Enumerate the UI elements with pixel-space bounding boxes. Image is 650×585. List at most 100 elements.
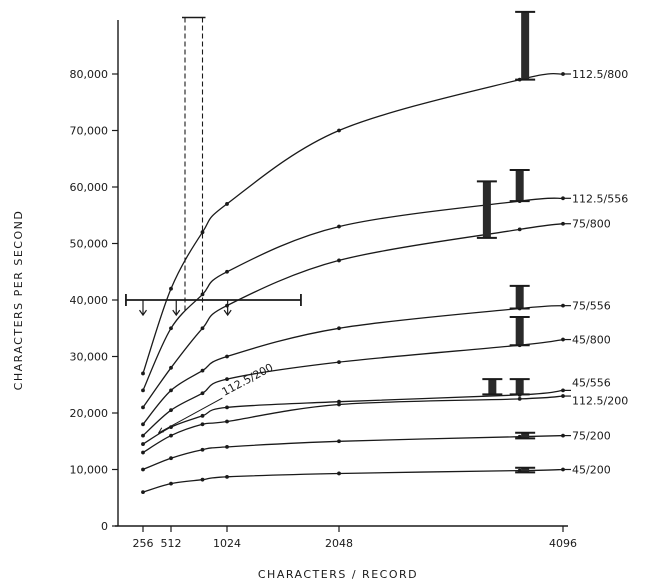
- series-label: 75/800: [572, 218, 611, 231]
- x-tick-label: 256: [133, 537, 154, 550]
- series-label: 75/556: [572, 300, 611, 313]
- data-point: [337, 224, 341, 229]
- series-line: [142, 389, 564, 445]
- y-tick-label: 60,000: [70, 181, 109, 194]
- error-bar-body: [482, 181, 491, 238]
- x-tick-label: 2048: [325, 537, 353, 550]
- x-axis-title: CHARACTERS / RECORD: [258, 568, 418, 581]
- data-point: [225, 445, 229, 449]
- data-point: [200, 230, 205, 235]
- y-tick-label: 40,000: [70, 294, 109, 307]
- series-label: 112.5/200: [572, 395, 628, 408]
- data-point: [141, 405, 145, 410]
- series-label: 112.5/800: [572, 68, 628, 81]
- data-point: [169, 286, 173, 291]
- data-point: [225, 202, 229, 206]
- error-bar-body: [521, 432, 530, 439]
- annotation-arrow: [158, 397, 223, 434]
- x-tick-label: 512: [161, 537, 182, 550]
- series-label: 75/200: [572, 430, 611, 443]
- data-point: [200, 391, 205, 396]
- data-point: [225, 419, 229, 424]
- data-point: [200, 477, 205, 482]
- error-bar-body: [515, 170, 524, 202]
- error-bar-body: [488, 379, 497, 395]
- error-bar: [476, 180, 497, 239]
- data-point: [169, 433, 173, 438]
- error-bar: [509, 378, 530, 396]
- data-point: [169, 388, 173, 393]
- x-tick-label: 1024: [213, 537, 241, 550]
- data-point: [169, 481, 173, 486]
- annotation-arrow-head: [157, 427, 164, 434]
- y-tick-label: 80,000: [70, 68, 109, 81]
- data-point: [141, 490, 145, 494]
- data-point: [517, 396, 522, 401]
- y-tick-label: 30,000: [70, 351, 109, 364]
- data-point: [225, 405, 229, 410]
- error-bar-body: [515, 316, 524, 346]
- data-point: [200, 368, 205, 373]
- data-point: [169, 408, 173, 413]
- data-point: [337, 439, 341, 444]
- data-point: [141, 422, 145, 427]
- data-point: [337, 360, 341, 365]
- data-point: [337, 128, 341, 133]
- data-point: [337, 399, 341, 404]
- series-line: [142, 223, 564, 408]
- data-point: [141, 467, 145, 472]
- data-point: [517, 227, 522, 232]
- x-tick-label: 4096: [549, 537, 577, 550]
- error-bar-body: [515, 379, 524, 395]
- data-point: [337, 326, 341, 331]
- data-point: [200, 422, 205, 427]
- series-line: [142, 395, 564, 454]
- down-arrow-head: [172, 309, 181, 317]
- series-label: 45/556: [572, 376, 611, 389]
- error-bar: [509, 315, 530, 347]
- plot-area: 0 10,000 20,000 30,000 40,000 50,000 60,000 70,…: [70, 10, 628, 550]
- error-bar: [509, 169, 530, 203]
- data-point: [225, 474, 229, 479]
- error-bar-body: [521, 11, 530, 80]
- data-point: [337, 402, 341, 407]
- y-tick-label: 10,000: [70, 464, 109, 477]
- data-point: [141, 442, 145, 446]
- data-point: [141, 433, 145, 438]
- y-tick-label: 20,000: [70, 407, 109, 420]
- data-point: [141, 388, 145, 393]
- series-label: 45/800: [572, 334, 611, 347]
- error-bar: [482, 378, 503, 396]
- y-tick-label: 0: [101, 520, 108, 533]
- error-bar-body: [515, 285, 524, 309]
- data-point: [169, 326, 173, 331]
- error-bar: [515, 466, 536, 474]
- series-line: [142, 468, 564, 493]
- down-arrow-head: [223, 309, 232, 317]
- data-point: [225, 354, 229, 359]
- data-point: [141, 371, 145, 376]
- error-bar: [509, 284, 530, 310]
- data-point: [169, 365, 173, 370]
- data-point: [337, 471, 341, 476]
- y-axis-title: CHARACTERS PER SECOND: [12, 210, 25, 391]
- data-point: [200, 447, 205, 452]
- y-tick-label: 50,000: [70, 238, 109, 251]
- down-arrow-head: [139, 309, 147, 317]
- data-point: [141, 450, 145, 455]
- error-bar: [515, 431, 536, 440]
- y-tick-label: 70,000: [70, 125, 109, 138]
- data-point: [225, 269, 229, 274]
- error-bar: [515, 10, 536, 81]
- data-point: [200, 413, 205, 418]
- data-point: [337, 258, 341, 263]
- series-line: [142, 434, 564, 471]
- series-line: [142, 338, 564, 437]
- data-point: [225, 377, 229, 381]
- data-point: [225, 303, 229, 308]
- series-label: 112.5/556: [572, 192, 628, 205]
- data-point: [200, 326, 205, 331]
- series-label: 45/200: [572, 464, 611, 477]
- data-point: [169, 456, 173, 461]
